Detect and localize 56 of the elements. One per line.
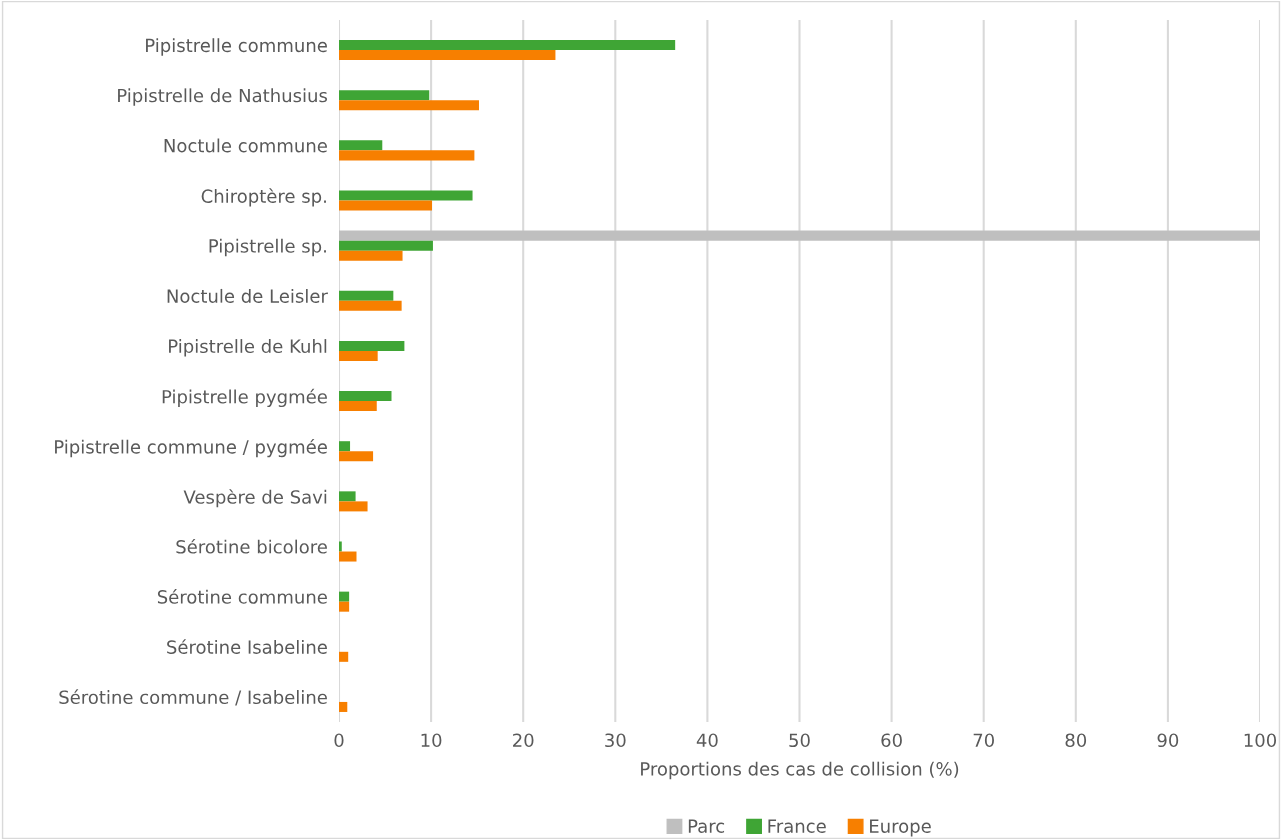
y-tick-label: Sérotine bicolore: [176, 538, 327, 554]
x-axis-title: Proportions des cas de collision (%): [641, 761, 959, 780]
y-tick-label: Sérotine Isabeline: [167, 639, 327, 654]
bar: [339, 190, 473, 201]
y-tick-label: Sérotine commune / Isabeline: [59, 689, 327, 706]
bar: [339, 601, 350, 612]
bar: [339, 240, 433, 251]
y-tick-label: Vespère de Savi: [183, 489, 327, 508]
bar: [339, 290, 394, 301]
x-tick-label: 100: [1244, 733, 1277, 748]
bar: [339, 230, 1260, 241]
bar: [339, 350, 378, 361]
bar: [339, 100, 479, 111]
y-tick-label: Pipistrelle pygmée: [162, 388, 327, 408]
bar: [339, 90, 430, 101]
bar: [339, 340, 405, 351]
bar: [339, 140, 383, 151]
bar: [339, 391, 392, 402]
y-tick-label: Pipistrelle de Nathusius: [118, 88, 328, 106]
y-tick-label: Noctule commune: [164, 138, 327, 153]
bar: [339, 300, 402, 311]
bar: [339, 50, 556, 61]
bar: [339, 250, 403, 261]
bar: [339, 451, 374, 462]
y-tick-label: Pipistrelle sp.: [209, 238, 326, 257]
x-tick-label: 10: [421, 733, 442, 748]
y-tick-label: Pipistrelle de Kuhl: [169, 339, 327, 357]
legend-label: Parc: [688, 819, 725, 833]
bar: [339, 491, 356, 502]
bar: [339, 401, 377, 412]
x-tick-label: 60: [881, 733, 902, 748]
x-tick-label: 70: [973, 733, 994, 748]
y-tick-label: Chiroptère sp.: [201, 188, 326, 207]
legend-label: France: [768, 819, 826, 833]
bar: [339, 40, 676, 51]
legend-label: Europe: [870, 819, 931, 837]
y-tick-label: Pipistrelle commune: [146, 38, 327, 56]
y-tick-label: Sérotine commune: [157, 589, 327, 604]
x-tick-label: 50: [789, 733, 810, 748]
bar: [339, 150, 475, 161]
x-tick-label: 0: [334, 733, 344, 748]
x-tick-label: 20: [513, 733, 534, 748]
y-tick-label: Noctule de Leisler: [167, 288, 328, 303]
bar: [339, 701, 348, 712]
bar: [339, 501, 368, 512]
bar: [339, 441, 351, 452]
bar: [339, 200, 433, 211]
y-tick-label: Pipistrelle commune / pygmée: [55, 438, 327, 458]
bar: [339, 651, 349, 662]
x-tick-label: 80: [1065, 733, 1087, 748]
bar: [339, 591, 350, 602]
x-tick-label: 40: [696, 733, 718, 748]
x-tick-label: 30: [605, 733, 626, 748]
bar: [339, 551, 357, 562]
bar: [339, 541, 342, 552]
x-tick-label: 90: [1157, 733, 1179, 748]
